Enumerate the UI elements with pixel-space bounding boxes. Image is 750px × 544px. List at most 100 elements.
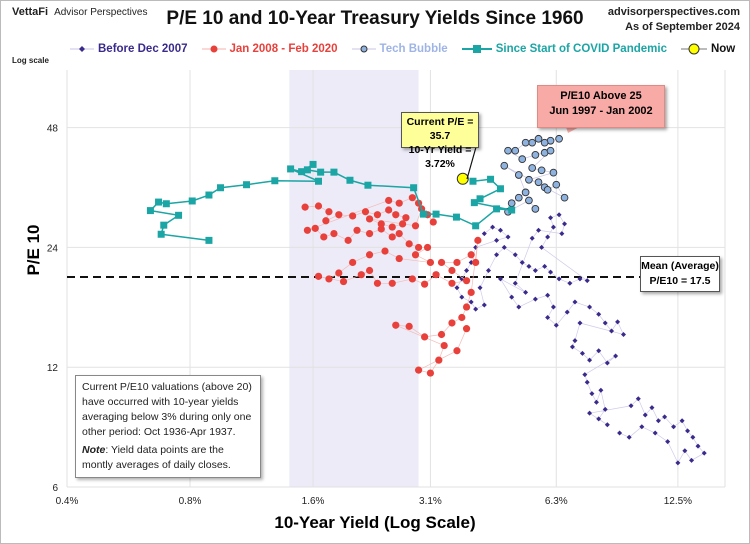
data-point-before-2007 xyxy=(577,276,583,282)
data-point-covid xyxy=(205,191,213,199)
data-point-2008-2020 xyxy=(311,224,319,232)
legend-item-covid: Since Start of COVID Pandemic xyxy=(461,43,667,55)
data-point-2008-2020 xyxy=(414,366,423,374)
data-point-now xyxy=(456,172,469,185)
data-point-covid xyxy=(315,177,323,185)
data-point-before-2007 xyxy=(584,379,590,385)
data-point-2008-2020 xyxy=(437,258,446,267)
x-tick-label: 0.4% xyxy=(56,496,79,507)
data-point-before-2007 xyxy=(556,276,562,282)
data-point-covid xyxy=(469,177,477,185)
source-info: advisorperspectives.com As of September 2… xyxy=(608,5,740,35)
note-box: Current P/E10 valuations (above 20) have… xyxy=(75,375,261,478)
data-point-2008-2020 xyxy=(314,272,323,280)
data-point-2008-2020 xyxy=(365,266,374,275)
data-point-before-2007 xyxy=(685,428,691,434)
data-point-2008-2020 xyxy=(435,356,443,364)
data-point-before-2007 xyxy=(584,278,590,284)
data-point-2008-2020 xyxy=(339,277,348,286)
data-point-2008-2020 xyxy=(385,196,393,205)
data-point-before-2007 xyxy=(516,304,522,310)
data-point-2008-2020 xyxy=(437,330,446,339)
data-point-2008-2020 xyxy=(453,347,461,355)
data-point-covid xyxy=(155,198,163,206)
data-point-before-2007 xyxy=(596,348,602,354)
data-point-before-2007 xyxy=(671,424,677,430)
data-point-before-2007 xyxy=(501,244,507,250)
data-point-2008-2020 xyxy=(353,226,361,234)
data-point-covid xyxy=(271,177,279,185)
y-tick-label: 24 xyxy=(47,243,59,254)
data-point-2008-2020 xyxy=(301,203,309,211)
data-point-tech-bubble xyxy=(521,138,530,147)
data-point-2008-2020 xyxy=(448,319,456,327)
data-point-covid xyxy=(452,213,460,221)
data-point-2008-2020 xyxy=(462,325,471,333)
data-point-tech-bubble xyxy=(540,138,549,147)
data-point-tech-bubble xyxy=(534,134,543,143)
data-point-before-2007 xyxy=(539,244,545,250)
data-point-covid xyxy=(410,184,418,192)
data-point-before-2007 xyxy=(620,332,626,338)
data-point-before-2007 xyxy=(553,322,559,328)
data-point-before-2007 xyxy=(609,328,615,334)
data-point-tech-bubble xyxy=(531,205,540,213)
data-point-before-2007 xyxy=(675,460,681,466)
data-point-covid xyxy=(303,166,311,174)
data-point-2008-2020 xyxy=(426,369,435,377)
y-axis-label: P/E 10 xyxy=(24,224,43,276)
data-point-before-2007 xyxy=(459,294,465,300)
data-point-before-2007 xyxy=(604,422,610,428)
data-point-2008-2020 xyxy=(411,251,420,259)
data-point-2008-2020 xyxy=(392,211,400,219)
data-point-2008-2020 xyxy=(357,271,365,279)
data-point-2008-2020 xyxy=(426,258,435,267)
legend-item-tech-bubble: Tech Bubble xyxy=(351,43,448,55)
data-point-covid xyxy=(317,168,325,176)
data-point-before-2007 xyxy=(567,280,573,286)
data-point-before-2007 xyxy=(587,357,593,363)
logo-brand: VettaFi xyxy=(12,6,49,18)
legend-item-2008-2020: Jan 2008 - Feb 2020 xyxy=(201,43,338,55)
data-point-2008-2020 xyxy=(429,218,437,226)
data-point-covid xyxy=(493,205,501,213)
current-value-callout: Current P/E = 35.7 10-Yr Yield = 3.72% xyxy=(401,112,479,170)
data-point-before-2007 xyxy=(598,387,604,393)
data-point-before-2007 xyxy=(635,396,641,402)
data-point-tech-bubble xyxy=(528,164,537,172)
data-point-covid xyxy=(217,184,225,192)
mean-callout: Mean (Average) P/E10 = 17.5 xyxy=(640,256,720,292)
data-point-before-2007 xyxy=(545,292,551,298)
data-point-before-2007 xyxy=(545,234,551,240)
data-point-before-2007 xyxy=(468,299,474,305)
data-point-before-2007 xyxy=(526,263,532,269)
x-tick-label: 6.3% xyxy=(545,496,568,507)
data-point-tech-bubble xyxy=(525,196,533,205)
data-point-2008-2020 xyxy=(405,322,413,330)
mean-text-1: Mean (Average) xyxy=(641,260,719,272)
current-pe-text: Current P/E = 35.7 xyxy=(406,116,474,142)
data-point-2008-2020 xyxy=(405,240,413,248)
data-point-tech-bubble xyxy=(521,188,530,197)
x-axis-label: 10-Year Yield (Log Scale) xyxy=(274,513,476,532)
data-point-2008-2020 xyxy=(414,243,423,252)
data-point-before-2007 xyxy=(602,406,608,412)
y-tick-label: 48 xyxy=(47,124,59,135)
data-point-covid xyxy=(287,165,295,173)
data-point-before-2007 xyxy=(536,227,542,233)
data-point-covid xyxy=(470,199,478,207)
vettafi-logo: VettaFi Advisor Perspectives xyxy=(12,6,147,18)
data-point-before-2007 xyxy=(550,304,556,310)
data-point-before-2007 xyxy=(577,320,583,326)
tech-bubble-callout: P/E10 Above 25 Jun 1997 - Jan 2002 xyxy=(537,85,665,128)
data-point-2008-2020 xyxy=(408,275,416,283)
data-point-covid xyxy=(346,176,354,184)
data-point-2008-2020 xyxy=(402,214,410,222)
data-point-2008-2020 xyxy=(330,229,338,238)
data-point-before-2007 xyxy=(564,309,570,315)
data-point-before-2007 xyxy=(690,434,696,440)
data-point-2008-2020 xyxy=(365,215,374,223)
shaded-period-band xyxy=(289,70,419,487)
data-point-2008-2020 xyxy=(388,279,396,287)
